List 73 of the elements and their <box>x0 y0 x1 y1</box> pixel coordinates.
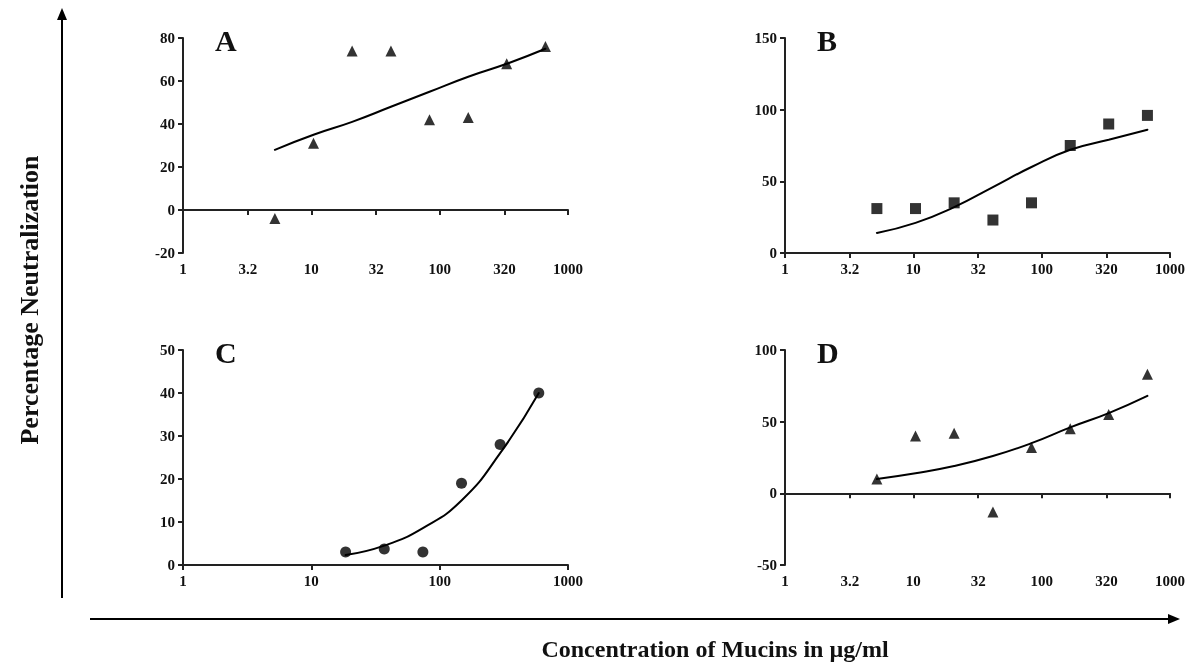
point <box>417 546 429 558</box>
point <box>346 45 358 57</box>
x-tick-label: 1 <box>179 572 187 589</box>
y-tick-label: 10 <box>160 514 175 530</box>
x-tick-label: 32 <box>970 260 986 277</box>
x-axis-title: Concentration of Mucins in µg/ml <box>541 636 889 663</box>
x-tick-label: 100 <box>1030 572 1053 589</box>
y-axis-title: Percentage Neutralization <box>15 155 45 445</box>
y-tick-label: 20 <box>160 159 175 175</box>
x-tick-label: 32 <box>368 260 384 277</box>
y-tick-label: 50 <box>762 413 777 430</box>
point <box>910 203 922 215</box>
point <box>948 427 960 439</box>
x-tick-label: 100 <box>428 572 451 589</box>
y-tick-label: 0 <box>167 202 175 218</box>
line-series <box>875 128 1149 234</box>
x-tick-label: 10 <box>303 572 319 589</box>
point <box>871 203 883 215</box>
chart-title: D <box>817 335 839 369</box>
point <box>871 473 883 485</box>
y-tick-label: 0 <box>769 245 777 261</box>
point <box>987 214 999 226</box>
x-tick-label: 100 <box>1030 260 1053 277</box>
x-tick-label: 1 <box>781 260 789 277</box>
x-tick-label: 3.2 <box>238 260 258 277</box>
point <box>423 114 435 126</box>
x-tick-label: 1 <box>781 572 789 589</box>
x-tick-label: 10 <box>905 260 921 277</box>
point <box>462 112 474 124</box>
x-tick-label: 10 <box>905 572 921 589</box>
y-tick-label: 30 <box>160 428 175 444</box>
x-tick-label: 1000 <box>553 260 583 277</box>
y-tick-label: -20 <box>155 245 175 261</box>
x-tick-label: 3.2 <box>840 572 860 589</box>
point <box>456 477 468 489</box>
y-tick-label: 60 <box>160 73 175 89</box>
y-tick-label: -50 <box>757 557 777 573</box>
point <box>385 45 397 57</box>
point <box>910 430 922 442</box>
y-tick-label: 40 <box>160 385 175 401</box>
y-tick-label: 20 <box>160 471 175 487</box>
y-tick-label: 100 <box>754 342 777 358</box>
x-tick-label: 320 <box>1095 260 1118 277</box>
x-tick-label: 1000 <box>1155 572 1185 589</box>
x-tick-label: 320 <box>1095 572 1118 589</box>
point <box>269 213 281 225</box>
x-tick-label: 3.2 <box>840 260 860 277</box>
chart-title: A <box>215 23 237 57</box>
y-tick-label: 0 <box>167 557 175 573</box>
point <box>1025 197 1037 209</box>
chart-title: C <box>215 335 237 369</box>
y-tick-label: 150 <box>754 30 777 46</box>
x-tick-label: 100 <box>428 260 451 277</box>
y-tick-label: 0 <box>769 485 777 502</box>
x-tick-label: 10 <box>303 260 319 277</box>
point <box>1103 118 1115 130</box>
point <box>987 506 999 518</box>
y-tick-label: 50 <box>160 342 175 358</box>
point <box>1141 368 1153 380</box>
point <box>1025 441 1037 453</box>
y-tick-label: 40 <box>160 116 175 132</box>
y-tick-label: 100 <box>754 101 777 118</box>
point <box>1141 109 1153 121</box>
y-tick-label: 50 <box>762 173 777 190</box>
x-tick-label: 1000 <box>553 572 583 589</box>
x-tick-label: 1000 <box>1155 260 1185 277</box>
x-tick-label: 320 <box>493 260 516 277</box>
point <box>494 439 506 451</box>
point <box>308 137 320 149</box>
y-tick-label: 80 <box>160 30 175 46</box>
x-tick-label: 32 <box>970 572 986 589</box>
chart-title: B <box>817 23 838 57</box>
x-tick-label: 1 <box>179 260 187 277</box>
